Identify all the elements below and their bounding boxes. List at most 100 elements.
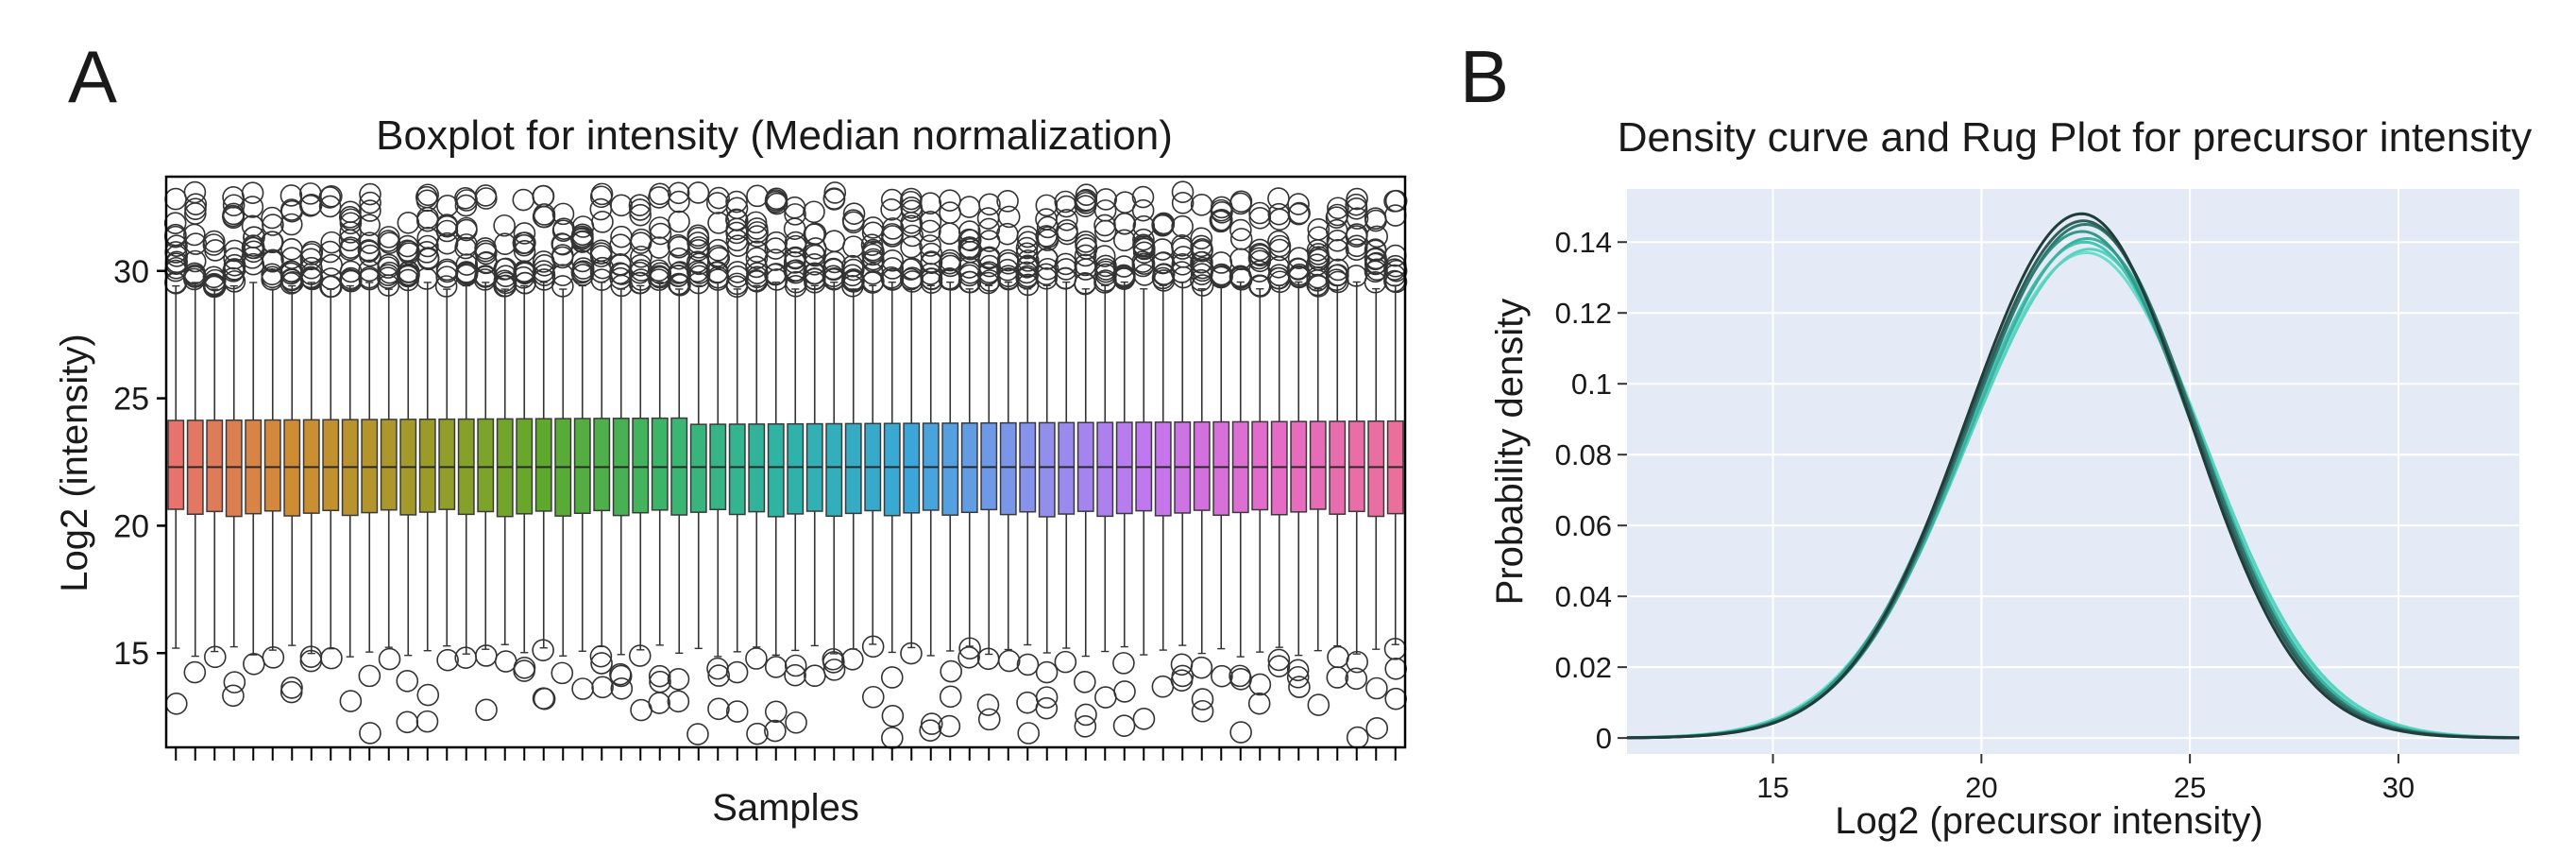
outlier-point [1170,669,1194,692]
outlier-point [919,192,942,215]
outlier-point [416,183,439,207]
outlier-point [1132,228,1155,251]
outlier-point [1112,714,1136,737]
outlier-point [1229,190,1253,214]
outlier-point [1190,227,1213,250]
outlier-point [938,222,961,246]
sample-box [241,181,265,676]
box-body [1058,421,1076,515]
outlier-point [338,206,362,229]
outlier-point [1248,207,1272,230]
sample-box [860,216,885,709]
sample-box [628,194,652,722]
outlier-point [919,219,941,243]
outlier-point [687,236,710,259]
outlier-point [1267,202,1291,226]
sample-box [434,195,459,672]
outlier-point [202,275,226,299]
outlier-point [1288,676,1311,698]
outlier-point [649,182,671,206]
outlier-point [241,196,264,218]
outlier-point [649,670,671,693]
outlier-point [1054,650,1077,674]
sample-box [512,188,536,682]
outlier-point [339,212,363,235]
outlier-point [1229,218,1252,242]
sample-box [570,215,595,700]
outlier-point [1035,660,1059,684]
outlier-point [667,272,690,296]
outlier-point [880,666,904,689]
outlier-point [514,231,536,254]
box-body [1038,421,1056,518]
outlier-point [261,206,283,230]
outlier-point [610,677,634,700]
sample-box [938,189,962,738]
outlier-point [163,212,187,235]
boxplot-x-axis-label: Samples [712,787,859,829]
y-tick-label: 0.02 [1555,651,1612,684]
outlier-point [299,193,323,216]
y-tick-label: 0.14 [1555,226,1612,259]
outlier-point [939,248,962,272]
outlier-point [184,197,207,220]
outlier-point [1345,197,1368,220]
sample-box [1015,225,1041,745]
sample-box [222,185,246,708]
sample-box [608,194,634,700]
outlier-point [493,214,516,237]
outlier-point [571,257,595,280]
outlier-point [668,235,690,259]
outlier-point [997,649,1021,673]
outlier-point [920,712,943,735]
outlier-point [725,217,749,241]
outlier-point [1288,263,1311,286]
outlier-point [881,257,905,280]
outlier-point [1015,261,1039,284]
sample-box [1305,218,1330,716]
outlier-point [339,269,363,293]
outlier-point [1055,208,1078,231]
outlier-point [745,247,769,270]
outlier-point [434,275,458,298]
outlier-point [977,217,1001,241]
box-body [999,421,1017,516]
box-body [689,423,707,513]
outlier-point [822,651,845,674]
outlier-point [725,700,749,723]
density-curves [1626,212,2520,740]
boxplot-frame [164,175,1407,749]
outlier-point [745,647,768,670]
y-tick-label: 0 [1596,722,1612,755]
outlier-point [1113,229,1136,252]
outlier-point [339,690,363,712]
outlier-point [629,203,652,227]
outlier-point [668,210,690,233]
outlier-point [667,181,690,205]
outlier-point [901,224,924,248]
y-tick-label: 0.1 [1571,368,1612,401]
sample-box [377,226,401,671]
outlier-point [1113,212,1137,235]
outlier-point [475,187,498,210]
sample-box [1131,185,1156,730]
outlier-point [377,230,400,252]
outlier-point [202,233,226,256]
y-tick-label: 0.06 [1555,509,1612,542]
density-x-axis-label: Log2 (precursor intensity) [1835,800,2263,842]
outlier-point [359,182,381,206]
box-body [787,422,805,515]
outlier-point [455,189,478,212]
sample-box [976,193,1001,731]
outlier-point [1229,721,1252,744]
outlier-point [1131,185,1155,209]
outlier-point [358,664,381,688]
sample-box [1074,183,1098,738]
sample-box [1345,187,1369,749]
outlier-point [1131,198,1155,222]
box-body [1367,420,1385,518]
outlier-point [415,710,439,733]
outlier-point [940,268,962,291]
outlier-point [629,198,652,221]
outlier-point [1094,188,1117,211]
